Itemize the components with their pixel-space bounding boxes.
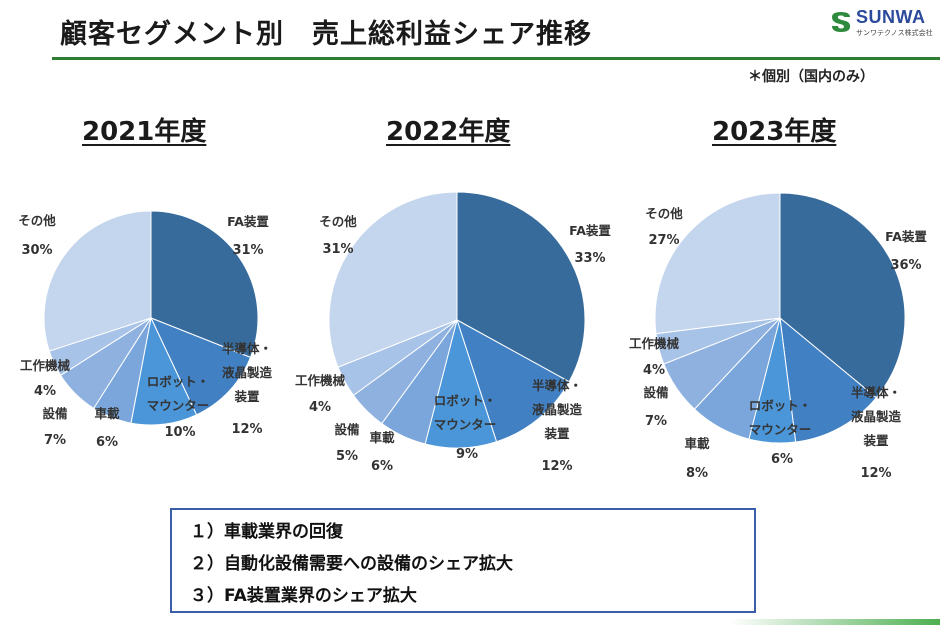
pie-label-value-2021-robot: 10% — [164, 425, 195, 440]
pie-label-value-2022-robot: 9% — [456, 447, 478, 462]
pie-label-name-2023-equipment: 設備 — [643, 385, 669, 400]
pie-slice-2022-fa — [456, 191, 586, 383]
year-title-2021: 2021年度 — [82, 117, 207, 147]
pie-slice-2021-fa — [150, 210, 259, 359]
pie-label-name-2023-semiconductor: 装置 — [862, 433, 889, 448]
pie-label-value-2023-fa: 36% — [890, 258, 921, 273]
year-title-2023: 2023年度 — [712, 117, 837, 147]
pie-slice-2023-fa — [779, 192, 906, 399]
pie-slice-2023-semiconductor — [779, 316, 878, 443]
pie-label-value-2023-machine-tool: 4% — [643, 363, 665, 378]
pie-label-name-2023-automotive: 車載 — [684, 436, 710, 451]
footer-accent-bar — [730, 619, 940, 625]
page-title: 顧客セグメント別 売上総利益シェア推移 — [60, 19, 592, 50]
pie-label-name-2021-robot: ロボット・ — [147, 374, 210, 389]
pie-label-name-2023-other: その他 — [645, 206, 683, 221]
pie-label-value-2021-fa: 31% — [232, 243, 263, 258]
pie-label-name-2023-semiconductor: 半導体・ — [851, 385, 901, 400]
pie-label-value-2023-automotive: 8% — [686, 466, 708, 481]
pie-label-name-2021-other: その他 — [18, 213, 56, 228]
pie-label-value-2021-automotive: 6% — [96, 435, 118, 450]
logo-subtitle: サンワテクノス株式会社 — [856, 29, 933, 37]
pie-slice-2022-other — [328, 191, 458, 368]
pie-label-name-2022-semiconductor: 半導体・ — [532, 378, 582, 393]
title-divider — [52, 57, 940, 60]
pie-label-name-2022-fa: FA装置 — [569, 223, 611, 238]
pie-label-name-2021-automotive: 車載 — [94, 406, 120, 421]
pie-label-value-2023-other: 27% — [648, 233, 679, 248]
pie-slice-2023-other — [654, 192, 781, 335]
pie-label-value-2021-equipment: 7% — [44, 433, 66, 448]
pie-label-name-2021-machine-tool: 工作機械 — [20, 358, 71, 373]
pie-label-value-2022-other: 31% — [322, 242, 353, 257]
scope-note: ＊個別（国内のみ） — [748, 69, 874, 85]
pie-label-name-2021-semiconductor: 液晶製造 — [222, 365, 273, 380]
year-title-2022: 2022年度 — [386, 117, 511, 147]
pie-label-name-2021-robot: マウンター — [147, 398, 210, 413]
pie-slice-2021-other — [43, 210, 152, 352]
pie-label-value-2022-machine-tool: 4% — [309, 400, 331, 415]
pie-label-name-2022-robot: マウンター — [434, 417, 497, 432]
pie-label-value-2021-semiconductor: 12% — [231, 422, 262, 437]
pie-label-value-2023-semiconductor: 12% — [860, 466, 891, 481]
pie-label-name-2023-fa: FA装置 — [885, 229, 927, 244]
pie-label-value-2023-equipment: 7% — [645, 414, 667, 429]
pie-label-name-2021-semiconductor: 装置 — [233, 389, 260, 404]
pie-label-name-2021-equipment: 設備 — [42, 406, 68, 421]
pie-label-name-2023-robot: マウンター — [749, 422, 812, 437]
pie-label-name-2023-machine-tool: 工作機械 — [629, 336, 680, 351]
pie-label-name-2022-semiconductor: 液晶製造 — [532, 402, 583, 417]
pie-charts: FA装置31%半導体・液晶製造装置12%ロボット・マウンター10%車載6%設備7… — [18, 191, 927, 481]
pie-slice-2022-semiconductor — [456, 318, 570, 443]
pie-label-name-2023-robot: ロボット・ — [749, 398, 812, 413]
pie-slice-2021-semiconductor — [150, 317, 252, 416]
pie-label-name-2023-semiconductor: 液晶製造 — [851, 409, 902, 424]
pie-label-value-2022-equipment: 5% — [336, 449, 358, 464]
pie-label-value-2023-robot: 6% — [771, 452, 793, 467]
sunwa-logo-icon — [832, 12, 851, 32]
summary-item-2: ２）自動化設備需要への設備のシェア拡大 — [190, 554, 513, 574]
summary-box: １）車載業界の回復 ２）自動化設備需要への設備のシェア拡大 ３）FA装置業界のシ… — [170, 508, 756, 613]
company-logo: SUNWA サンワテクノス株式会社 — [826, 7, 938, 41]
pie-label-value-2022-semiconductor: 12% — [541, 459, 572, 474]
pie-label-name-2022-equipment: 設備 — [334, 422, 360, 437]
pie-label-value-2022-fa: 33% — [574, 251, 605, 266]
pie-label-name-2022-automotive: 車載 — [369, 430, 395, 445]
summary-item-1: １）車載業界の回復 — [190, 522, 343, 542]
logo-wordmark: SUNWA — [856, 7, 926, 27]
pie-label-name-2022-robot: ロボット・ — [434, 393, 497, 408]
pie-label-name-2022-semiconductor: 装置 — [543, 426, 570, 441]
pie-label-name-2021-fa: FA装置 — [227, 214, 269, 229]
pie-label-name-2021-semiconductor: 半導体・ — [222, 341, 272, 356]
pie-label-value-2021-machine-tool: 4% — [34, 384, 56, 399]
pie-label-name-2022-other: その他 — [319, 214, 357, 229]
pie-label-name-2022-machine-tool: 工作機械 — [295, 373, 346, 388]
pie-label-value-2022-automotive: 6% — [371, 459, 393, 474]
pie-label-value-2021-other: 30% — [21, 243, 52, 258]
summary-item-3: ３）FA装置業界のシェア拡大 — [190, 586, 417, 606]
